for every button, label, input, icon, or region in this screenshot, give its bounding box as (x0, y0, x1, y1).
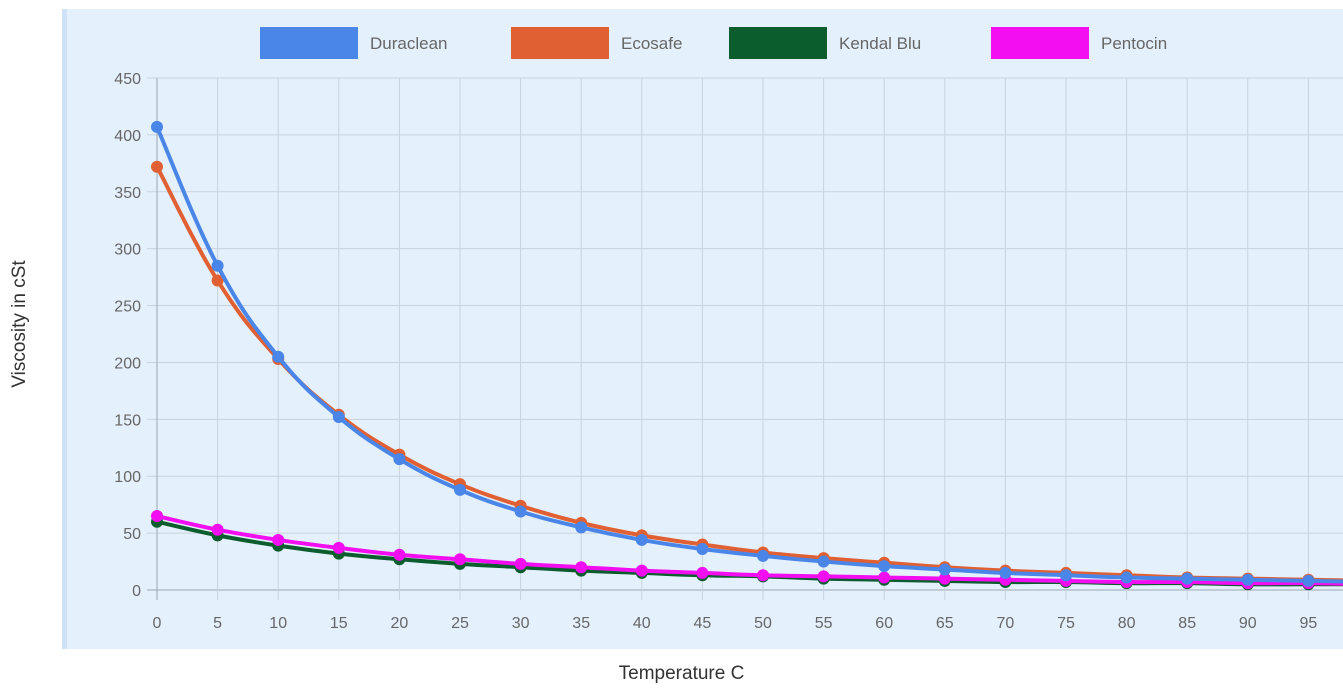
legend-item-duraclean[interactable]: Duraclean (260, 27, 448, 59)
data-point-duraclean[interactable] (514, 505, 527, 518)
legend-swatch (511, 27, 609, 59)
data-point-ecosafe[interactable] (211, 274, 224, 287)
data-point-pentocin[interactable] (332, 541, 345, 554)
data-point-duraclean[interactable] (1241, 573, 1254, 586)
data-point-pentocin[interactable] (211, 523, 224, 536)
legend-label: Duraclean (370, 34, 448, 53)
y-tick-label: 200 (114, 355, 141, 372)
data-point-pentocin[interactable] (635, 564, 648, 577)
x-tick-label: 35 (572, 615, 590, 632)
data-point-pentocin[interactable] (878, 571, 891, 584)
data-point-duraclean[interactable] (393, 453, 406, 466)
x-tick-label: 65 (936, 615, 954, 632)
data-point-duraclean[interactable] (757, 549, 769, 562)
data-point-duraclean[interactable] (332, 411, 345, 424)
x-tick-label: 10 (269, 615, 287, 632)
x-tick-label: 20 (391, 615, 409, 632)
x-tick-label: 5 (213, 615, 222, 632)
data-point-duraclean[interactable] (151, 120, 163, 133)
x-tick-label: 70 (997, 615, 1015, 632)
data-point-duraclean[interactable] (575, 521, 588, 534)
legend-item-pentocin[interactable]: Pentocin (991, 27, 1167, 59)
legend: Duraclean Ecosafe Kendal Blu Pentocin (260, 27, 1167, 59)
legend-swatch (991, 27, 1089, 59)
x-tick-label: 80 (1118, 615, 1136, 632)
x-tick-label: 85 (1178, 615, 1196, 632)
legend-item-kendal-blu[interactable]: Kendal Blu (729, 27, 921, 59)
x-tick-label: 55 (815, 615, 833, 632)
y-tick-label: 350 (114, 185, 141, 202)
legend-swatch (729, 27, 827, 59)
y-tick-label: 300 (114, 242, 141, 259)
chart-panel: 0 50 100 150 200 250 300 350 400 450 0 5 10 15 20 25 30 3… (62, 9, 1343, 649)
data-point-duraclean[interactable] (211, 259, 224, 272)
data-point-duraclean[interactable] (272, 350, 285, 363)
x-tick-label: 25 (451, 615, 469, 632)
x-axis-label: Temperature C (618, 663, 745, 684)
x-tick-label: 0 (153, 615, 162, 632)
legend-label: Pentocin (1101, 34, 1167, 53)
axes: 0 50 100 150 200 250 300 350 400 450 0 5 10 15 20 25 30 3… (114, 71, 1318, 632)
x-tick-label: 75 (1057, 615, 1075, 632)
series-lines (151, 120, 1343, 591)
y-tick-label: 150 (114, 412, 141, 429)
data-point-duraclean[interactable] (1181, 572, 1194, 585)
grid (147, 77, 1343, 600)
legend-item-ecosafe[interactable]: Ecosafe (511, 27, 682, 59)
data-point-pentocin[interactable] (151, 510, 163, 523)
x-tick-label: 60 (875, 615, 893, 632)
data-point-duraclean[interactable] (1120, 571, 1133, 584)
data-point-duraclean[interactable] (999, 566, 1012, 579)
data-point-pentocin[interactable] (575, 561, 588, 574)
x-tick-label: 40 (633, 615, 651, 632)
y-tick-label: 450 (114, 71, 141, 88)
data-point-duraclean[interactable] (635, 533, 648, 546)
x-tick-label: 90 (1239, 615, 1257, 632)
data-point-pentocin[interactable] (817, 570, 830, 583)
series-line-duraclean (155, 126, 1343, 584)
data-point-duraclean[interactable] (454, 483, 466, 496)
data-point-pentocin[interactable] (938, 572, 951, 585)
data-point-pentocin[interactable] (514, 557, 527, 570)
legend-label: Ecosafe (621, 34, 682, 53)
data-point-ecosafe[interactable] (151, 160, 163, 173)
x-tick-label: 50 (754, 615, 772, 632)
y-tick-label: 100 (114, 469, 141, 486)
legend-label: Kendal Blu (839, 34, 921, 53)
data-point-duraclean[interactable] (817, 555, 830, 568)
x-tick-label: 15 (330, 615, 348, 632)
data-point-pentocin[interactable] (454, 553, 466, 566)
y-tick-label: 400 (114, 128, 141, 145)
x-tick-label: 30 (512, 615, 530, 632)
y-tick-label: 0 (132, 583, 141, 600)
data-point-duraclean[interactable] (696, 543, 709, 556)
legend-swatch (260, 27, 358, 59)
line-chart: 0 50 100 150 200 250 300 350 400 450 0 5 10 15 20 25 30 3… (114, 27, 1343, 632)
series-line-ecosafe (155, 165, 1343, 583)
x-tick-label: 95 (1300, 615, 1318, 632)
data-point-duraclean[interactable] (938, 563, 951, 576)
y-tick-label: 50 (123, 526, 141, 543)
y-tick-label: 250 (114, 299, 141, 316)
data-point-duraclean[interactable] (1302, 574, 1315, 587)
data-point-pentocin[interactable] (757, 569, 769, 582)
data-point-duraclean[interactable] (878, 560, 891, 573)
y-axis-label: Viscosity in cSt (9, 260, 30, 388)
x-tick-label: 45 (694, 615, 712, 632)
data-point-duraclean[interactable] (1060, 569, 1072, 582)
data-point-pentocin[interactable] (272, 533, 285, 546)
data-point-pentocin[interactable] (696, 566, 709, 579)
data-point-pentocin[interactable] (393, 548, 406, 561)
